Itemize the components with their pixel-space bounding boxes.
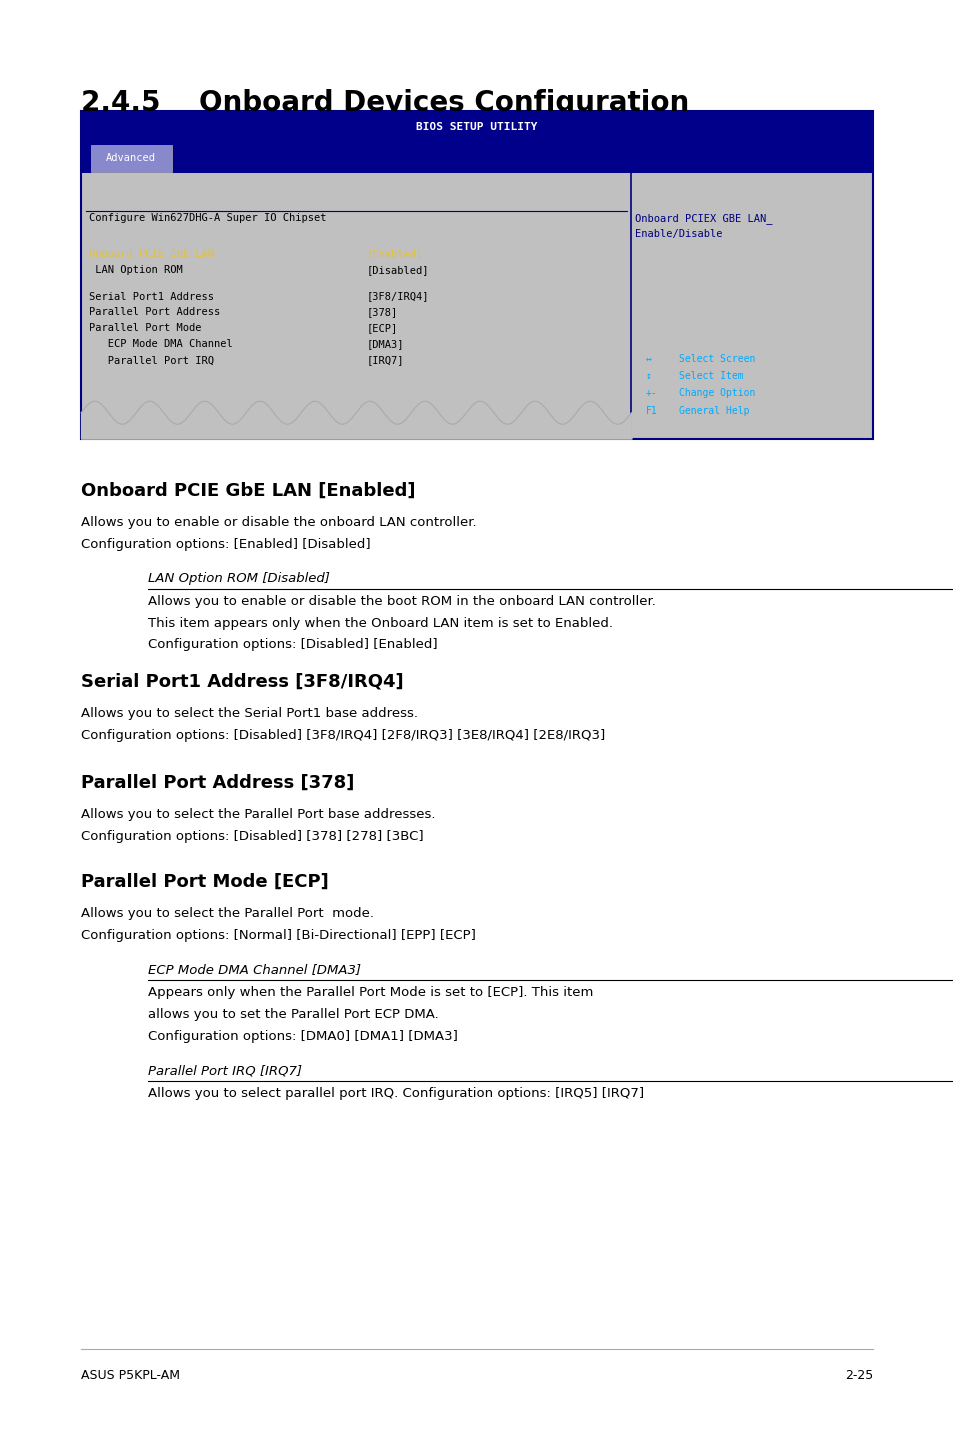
Text: ↕: ↕ (645, 371, 651, 381)
Text: Advanced: Advanced (106, 154, 156, 164)
Text: LAN Option ROM: LAN Option ROM (89, 265, 183, 275)
Text: Enable/Disable: Enable/Disable (635, 229, 721, 239)
Text: Parallel Port IRQ [IRQ7]: Parallel Port IRQ [IRQ7] (148, 1064, 301, 1077)
Text: [378]: [378] (366, 308, 397, 318)
Text: Onboard PCIE GbE LAN [Enabled]: Onboard PCIE GbE LAN [Enabled] (81, 482, 416, 500)
Text: Allows you to select the Serial Port1 base address.: Allows you to select the Serial Port1 ba… (81, 707, 417, 720)
Text: Serial Port1 Address [3F8/IRQ4]: Serial Port1 Address [3F8/IRQ4] (81, 673, 403, 692)
Text: allows you to set the Parallel Port ECP DMA.: allows you to set the Parallel Port ECP … (148, 1008, 438, 1021)
Text: LAN Option ROM [Disabled]: LAN Option ROM [Disabled] (148, 572, 330, 585)
Text: Parallel Port Mode: Parallel Port Mode (89, 324, 201, 334)
Text: Parallel Port Address: Parallel Port Address (89, 308, 220, 318)
Text: Parallel Port Mode [ECP]: Parallel Port Mode [ECP] (81, 873, 329, 892)
FancyBboxPatch shape (91, 145, 172, 171)
Text: [3F8/IRQ4]: [3F8/IRQ4] (366, 292, 428, 302)
Text: Allows you to enable or disable the boot ROM in the onboard LAN controller.: Allows you to enable or disable the boot… (148, 595, 655, 608)
Text: Allows you to enable or disable the onboard LAN controller.: Allows you to enable or disable the onbo… (81, 516, 476, 529)
Text: Serial Port1 Address: Serial Port1 Address (89, 292, 213, 302)
Text: Allows you to select parallel port IRQ. Configuration options: [IRQ5] [IRQ7]: Allows you to select parallel port IRQ. … (148, 1087, 643, 1100)
Text: Configuration options: [Enabled] [Disabled]: Configuration options: [Enabled] [Disabl… (81, 538, 371, 551)
Text: 2-25: 2-25 (843, 1369, 872, 1382)
Text: [Enabled]: [Enabled] (366, 249, 422, 259)
Text: F1: F1 (645, 406, 657, 416)
Text: ECP Mode DMA Channel [DMA3]: ECP Mode DMA Channel [DMA3] (148, 963, 360, 976)
Text: Change Option: Change Option (679, 388, 755, 398)
Text: [Disabled]: [Disabled] (366, 265, 428, 275)
Text: Onboard PCIE GbE LAN: Onboard PCIE GbE LAN (89, 249, 213, 259)
FancyBboxPatch shape (81, 111, 872, 144)
Text: Parallel Port Address [378]: Parallel Port Address [378] (81, 774, 355, 792)
Text: Configuration options: [Disabled] [Enabled]: Configuration options: [Disabled] [Enabl… (148, 638, 437, 651)
Text: ASUS P5KPL-AM: ASUS P5KPL-AM (81, 1369, 180, 1382)
Text: Configuration options: [DMA0] [DMA1] [DMA3]: Configuration options: [DMA0] [DMA1] [DM… (148, 1030, 457, 1043)
FancyBboxPatch shape (81, 111, 872, 439)
Text: 2.4.5    Onboard Devices Configuration: 2.4.5 Onboard Devices Configuration (81, 89, 689, 116)
Text: Configuration options: [Disabled] [378] [278] [3BC]: Configuration options: [Disabled] [378] … (81, 830, 423, 843)
FancyBboxPatch shape (81, 144, 872, 173)
Text: [IRQ7]: [IRQ7] (366, 355, 403, 365)
Text: [ECP]: [ECP] (366, 324, 397, 334)
Text: +-: +- (645, 388, 657, 398)
Text: [DMA3]: [DMA3] (366, 339, 403, 349)
Text: Allows you to select the Parallel Port base addresses.: Allows you to select the Parallel Port b… (81, 808, 436, 821)
Text: Appears only when the Parallel Port Mode is set to [ECP]. This item: Appears only when the Parallel Port Mode… (148, 986, 593, 999)
Text: Select Item: Select Item (679, 371, 743, 381)
Text: BIOS SETUP UTILITY: BIOS SETUP UTILITY (416, 122, 537, 132)
Text: ECP Mode DMA Channel: ECP Mode DMA Channel (89, 339, 233, 349)
Text: Configuration options: [Normal] [Bi-Directional] [EPP] [ECP]: Configuration options: [Normal] [Bi-Dire… (81, 929, 476, 942)
Text: Configure Win627DHG-A Super IO Chipset: Configure Win627DHG-A Super IO Chipset (89, 213, 326, 223)
Text: Allows you to select the Parallel Port  mode.: Allows you to select the Parallel Port m… (81, 907, 374, 920)
Text: Onboard PCIEX GBE LAN_: Onboard PCIEX GBE LAN_ (635, 213, 772, 224)
Text: Select Screen: Select Screen (679, 354, 755, 364)
Text: General Help: General Help (679, 406, 749, 416)
Text: Configuration options: [Disabled] [3F8/IRQ4] [2F8/IRQ3] [3E8/IRQ4] [2E8/IRQ3]: Configuration options: [Disabled] [3F8/I… (81, 729, 605, 742)
Text: ↔: ↔ (645, 354, 651, 364)
Text: Parallel Port IRQ: Parallel Port IRQ (89, 355, 213, 365)
Text: This item appears only when the Onboard LAN item is set to Enabled.: This item appears only when the Onboard … (148, 617, 612, 630)
